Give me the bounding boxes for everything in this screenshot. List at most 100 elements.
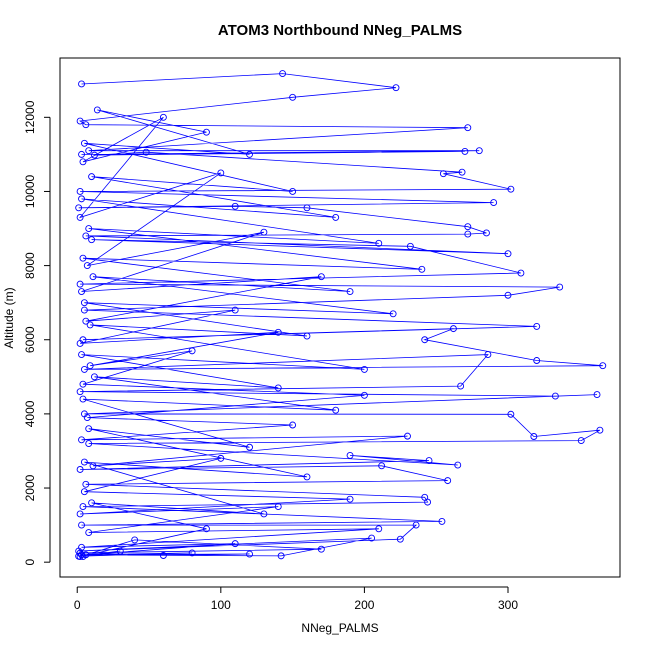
- data-point: [79, 553, 87, 561]
- data-point: [82, 317, 90, 325]
- data-point: [83, 262, 91, 270]
- plot-frame: [59, 57, 621, 578]
- data-point: [274, 503, 282, 511]
- data-point: [378, 462, 386, 470]
- data-point: [346, 495, 354, 503]
- data-point: [464, 124, 472, 132]
- data-point: [596, 426, 604, 434]
- x-axis: 0 100 200 300: [74, 586, 518, 612]
- data-point: [303, 332, 311, 340]
- data-point: [82, 232, 90, 240]
- data-point: [79, 380, 87, 388]
- data-point: [78, 436, 85, 444]
- data-point: [406, 242, 414, 250]
- data-point: [392, 84, 400, 92]
- data-point: [246, 150, 253, 158]
- data-point: [317, 545, 325, 553]
- data-point: [303, 473, 311, 481]
- data-point: [89, 273, 97, 281]
- data-point: [389, 310, 397, 318]
- data-point: [76, 117, 84, 125]
- data-point: [517, 269, 525, 277]
- plot-area: [75, 70, 607, 561]
- data-point: [80, 488, 88, 496]
- data-point: [332, 213, 340, 221]
- data-point: [88, 236, 96, 244]
- y-axis: 0 2000 4000 6000 8000 10000 12000: [23, 100, 51, 566]
- data-point: [346, 451, 354, 459]
- data-point: [93, 106, 101, 114]
- data-point: [82, 121, 90, 129]
- data-point: [332, 406, 340, 414]
- data-point: [79, 254, 87, 262]
- data-point: [368, 534, 376, 542]
- data-point: [78, 288, 85, 295]
- data-point: [454, 461, 462, 469]
- data-point: [83, 414, 91, 422]
- x-tick-label: 300: [498, 598, 518, 612]
- data-point: [289, 421, 297, 429]
- data-point: [75, 204, 83, 212]
- data-point: [217, 454, 225, 462]
- data-point: [418, 265, 426, 273]
- data-point: [260, 228, 268, 236]
- data-point: [277, 552, 285, 560]
- data-point: [556, 283, 564, 291]
- data-point: [78, 521, 85, 529]
- data-point: [438, 517, 446, 525]
- y-axis-label: Altitude (m): [2, 287, 16, 348]
- data-point: [475, 147, 483, 155]
- data-point: [317, 273, 325, 281]
- data-point: [116, 547, 124, 555]
- data-point: [507, 410, 515, 418]
- data-point: [203, 525, 210, 533]
- data-point: [504, 291, 512, 299]
- data-point: [76, 213, 84, 221]
- data-point: [360, 391, 368, 399]
- x-tick-label: 0: [74, 598, 81, 612]
- data-point: [577, 437, 585, 445]
- data-point: [444, 477, 452, 485]
- data-point: [274, 384, 282, 392]
- data-point: [425, 457, 433, 465]
- data-point: [80, 306, 88, 314]
- data-point: [360, 365, 368, 373]
- data-point: [79, 158, 87, 166]
- data-point: [79, 503, 87, 511]
- data-point: [86, 321, 94, 329]
- data-point: [203, 128, 210, 136]
- data-point: [260, 510, 268, 518]
- data-point: [86, 362, 94, 370]
- data-point: [188, 347, 196, 355]
- data-point: [458, 168, 466, 176]
- data-point: [131, 536, 139, 544]
- data-point: [80, 139, 88, 147]
- data-point: [449, 325, 457, 333]
- data-point: [217, 169, 225, 177]
- data-point: [231, 202, 239, 210]
- data-point: [78, 351, 85, 359]
- data-point: [289, 93, 297, 101]
- data-point: [142, 148, 150, 156]
- data-point: [80, 458, 88, 466]
- data-point: [188, 549, 196, 557]
- data-point: [246, 443, 253, 451]
- data-point: [533, 357, 541, 364]
- data-point: [504, 250, 512, 258]
- data-point: [424, 498, 432, 506]
- data-point: [88, 499, 96, 507]
- y-tick-label: 0: [23, 559, 37, 566]
- data-point: [530, 433, 538, 440]
- data-point: [78, 195, 85, 203]
- data-point: [76, 388, 84, 396]
- data-point: [82, 480, 90, 488]
- data-point: [89, 462, 97, 470]
- data-point: [75, 552, 83, 560]
- data-point: [303, 204, 311, 212]
- y-tick-label: 8000: [23, 252, 37, 279]
- data-point: [461, 147, 469, 155]
- data-point: [80, 299, 88, 307]
- data-point: [79, 395, 87, 403]
- y-tick-label: 4000: [23, 400, 37, 427]
- data-point: [85, 425, 93, 433]
